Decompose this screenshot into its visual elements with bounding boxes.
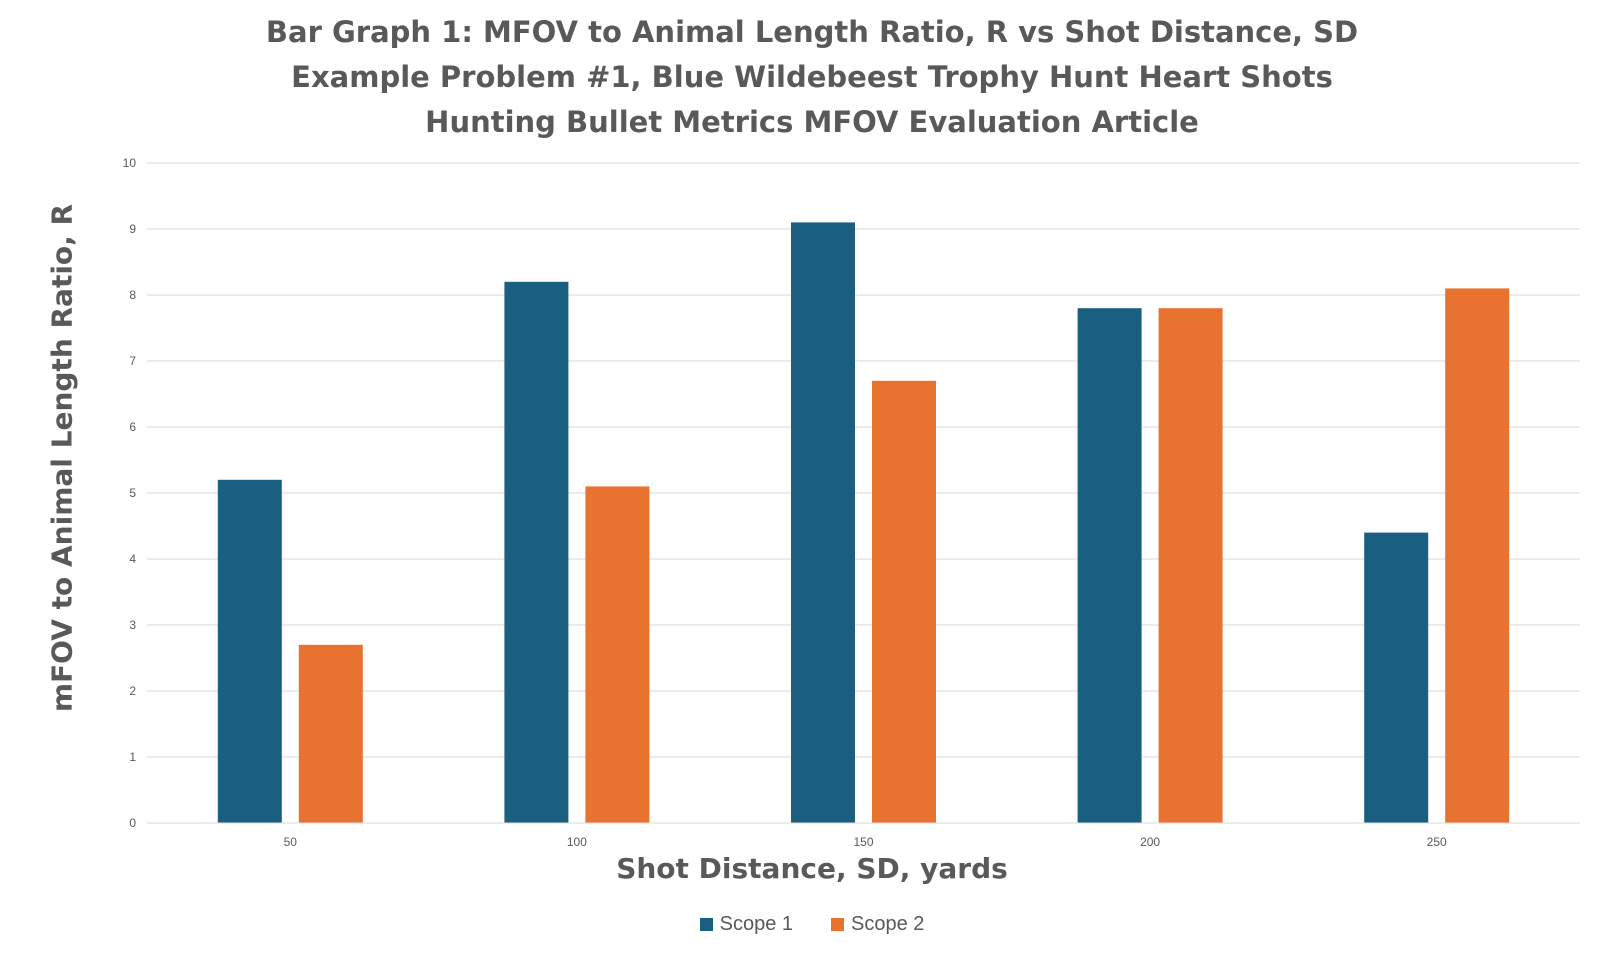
y-tick-label-0: 0 <box>129 816 136 830</box>
x-tick-label-250: 250 <box>1427 835 1447 849</box>
x-tick-label-50: 50 <box>284 835 298 849</box>
bar-scope-2-150 <box>872 380 936 823</box>
chart-title-line-2: Example Problem #1, Blue Wildebeest Trop… <box>291 60 1333 94</box>
x-tick-label-100: 100 <box>567 835 587 849</box>
bar-scope-1-50 <box>217 479 282 823</box>
chart-title: Bar Graph 1: MFOV to Animal Length Ratio… <box>0 10 1624 145</box>
y-tick-label-3: 3 <box>129 618 136 632</box>
y-tick-label-1: 1 <box>129 750 136 764</box>
y-tick-label-6: 6 <box>129 420 136 434</box>
legend-swatch-scope-2 <box>831 918 844 931</box>
y-axis-title: mFOV to Animal Length Ratio, R <box>45 203 79 713</box>
y-tick-label-7: 7 <box>129 354 136 368</box>
y-tick-label-2: 2 <box>129 684 136 698</box>
bar-scope-2-250 <box>1445 288 1510 823</box>
y-tick-label-8: 8 <box>129 288 136 302</box>
legend-label-scope-2: Scope 2 <box>851 913 925 935</box>
legend-label-scope-1: Scope 1 <box>719 913 793 935</box>
bar-scope-1-200 <box>1077 308 1142 823</box>
legend-swatch-scope-1 <box>699 918 713 931</box>
x-tick-label-200: 200 <box>1140 835 1160 849</box>
bar-scope-1-150 <box>791 222 855 823</box>
bar-scope-2-100 <box>585 486 650 823</box>
bar-scope-2-50 <box>298 644 363 823</box>
x-tick-label-150: 150 <box>853 835 873 849</box>
bar-scope-1-250 <box>1364 532 1429 823</box>
legend-item-scope-1: Scope 1 <box>699 913 793 936</box>
y-tick-label-5: 5 <box>129 486 136 500</box>
legend-item-scope-2: Scope 2 <box>831 913 924 936</box>
y-tick-label-9: 9 <box>129 222 136 236</box>
x-axis-title: Shot Distance, SD, yards <box>616 852 1008 885</box>
bar-scope-1-100 <box>504 281 569 823</box>
bar-scope-2-200 <box>1158 308 1223 823</box>
y-tick-label-4: 4 <box>129 552 136 566</box>
chart-title-line-3: Hunting Bullet Metrics MFOV Evaluation A… <box>425 105 1199 139</box>
chart-title-line-1: Bar Graph 1: MFOV to Animal Length Ratio… <box>265 15 1359 49</box>
y-tick-label-10: 10 <box>123 156 137 170</box>
legend: Scope 1 Scope 2 <box>0 913 1624 936</box>
